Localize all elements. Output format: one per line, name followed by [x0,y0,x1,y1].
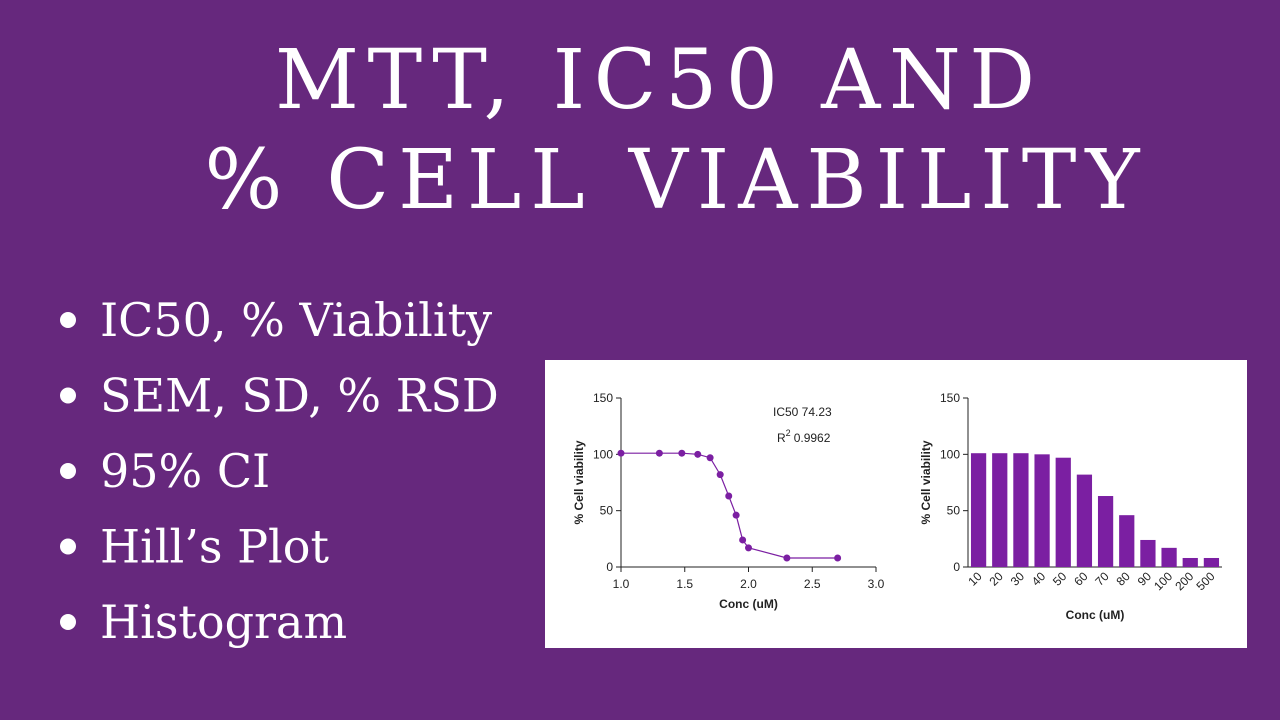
annotation-part: R [777,431,786,445]
bullet-dot [60,614,76,630]
data-point [655,449,663,457]
x-tick-label: 3.0 [868,577,885,591]
bullet-text: Histogram [100,595,347,649]
x-tick-label: 2.5 [804,577,821,591]
bullet-text: SEM, SD, % RSD [100,369,499,423]
bar [992,453,1008,567]
annotation: R2 0.9962 [777,428,831,445]
title-line: % CELL VIABILITY [205,133,1141,228]
data-point [783,554,791,562]
bar [1119,515,1135,567]
data-point [745,544,752,552]
bar [1013,453,1029,567]
data-point [732,511,740,519]
bullet-dot [60,538,76,555]
bar [1076,474,1093,567]
y-tick-label: 0 [606,560,613,574]
bar [1055,457,1071,567]
bar [1140,539,1156,567]
data-point [706,454,714,462]
title-line: MTT, IC50 AND [275,33,1035,128]
bar [1097,496,1114,567]
chart-panel [545,360,1247,648]
bar [1182,557,1198,567]
data-point [834,554,842,562]
data-point [739,536,747,544]
annotation-part: 2 [786,428,791,438]
data-point [716,471,724,479]
y-tick-label: 150 [593,391,613,405]
data-line [621,452,838,559]
y-tick-label: 50 [600,504,614,518]
bullet-text: Hill’s Plot [100,520,329,574]
data-point [678,449,686,457]
x-tick-label: 1.0 [613,577,630,591]
x-tick-label: 2.0 [740,577,757,591]
bullet-dot [60,463,76,479]
x-axis-title: Conc (uM) [719,597,778,611]
bar [970,453,987,567]
annotation-part: 0.9962 [794,431,831,445]
bullet-dot [60,387,76,404]
data-point [725,492,733,500]
y-tick-label: 100 [940,447,960,461]
x-axis-title: Conc (uM) [1066,608,1125,622]
bar [1034,454,1050,567]
bullet-text: IC50, % Viability [100,293,492,347]
bar [1203,557,1220,567]
y-tick-label: 150 [940,391,960,405]
y-tick-label: 50 [947,504,961,518]
y-axis-title: % Cell viability [919,440,933,524]
bar [1161,547,1177,567]
bullet-text: 95% CI [100,444,270,498]
bullet-dot [60,312,76,328]
y-axis-title: % Cell viability [572,440,586,524]
y-tick-label: 0 [953,560,960,574]
data-point [617,449,625,457]
y-tick-label: 100 [593,447,613,461]
annotation: IC50 74.23 [773,405,832,419]
x-tick-label: 1.5 [676,577,693,591]
data-point [694,450,702,458]
